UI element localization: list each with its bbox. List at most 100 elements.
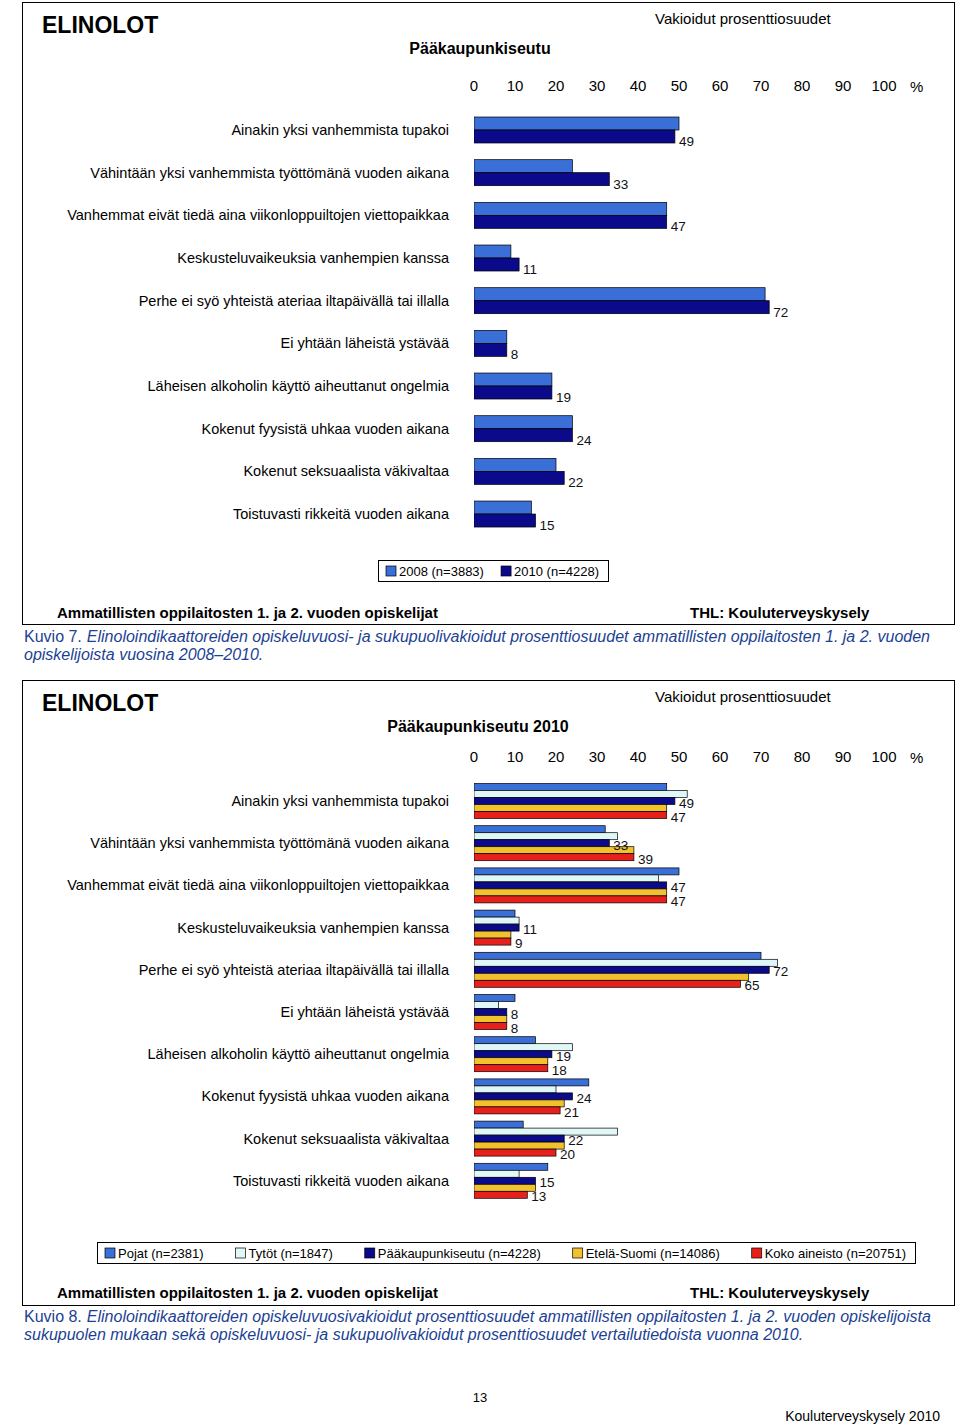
bar xyxy=(474,910,515,917)
data-label: 72 xyxy=(773,964,788,979)
data-label: 49 xyxy=(679,796,694,811)
data-labels: 4933471172819242215 xyxy=(511,134,788,533)
x-tick-label: 90 xyxy=(835,748,852,765)
bar xyxy=(474,458,556,471)
bar xyxy=(474,173,609,186)
bar xyxy=(474,1163,548,1170)
category-label: Ei yhtään läheistä ystävää xyxy=(281,1004,450,1020)
title: Pääkaupunkiseutu xyxy=(409,40,550,57)
bars xyxy=(474,784,777,1199)
legend: Pojat (n=2381)Tytöt (n=1847)Pääkaupunkis… xyxy=(98,1243,916,1264)
category-label-line: Ei yhtään läheistä ystävää xyxy=(281,335,450,351)
legend-box xyxy=(98,1243,916,1264)
bar xyxy=(474,973,749,980)
category-label: Kokenut seksuaalista väkivaltaa xyxy=(243,1131,449,1147)
legend-label: Etelä-Suomi (n=14086) xyxy=(586,1246,720,1261)
legend-swatch xyxy=(236,1248,246,1258)
bar xyxy=(474,258,519,271)
legend-label: Tytöt (n=1847) xyxy=(249,1246,333,1261)
bar xyxy=(474,1058,548,1065)
legend-swatch xyxy=(752,1248,762,1258)
category-label-line: Vähintään yksi vanhemmista työttömänä vu… xyxy=(90,165,450,181)
bar xyxy=(474,429,572,442)
category-label: Kokenut fyysistä uhkaa vuoden aikana xyxy=(202,421,450,437)
bar xyxy=(474,924,519,931)
category-label-line: Kokenut fyysistä uhkaa vuoden aikana xyxy=(202,1088,450,1104)
bar xyxy=(474,1149,556,1156)
chart-frame xyxy=(23,681,955,1306)
category-label-line: Ainakin yksi vanhemmista tupakoi xyxy=(231,793,449,809)
bar xyxy=(474,798,675,805)
legend-swatch xyxy=(501,566,511,576)
bar xyxy=(474,959,777,966)
data-label: 11 xyxy=(523,922,537,937)
chart: ELINOLOTPääkaupunkiseutu 2010Vakioidut p… xyxy=(23,681,955,1306)
category-label-line: Ei yhtään läheistä ystävää xyxy=(281,1004,450,1020)
x-tick-label: 40 xyxy=(630,748,647,765)
bar xyxy=(474,1107,560,1114)
caption: Kuvio 8.Elinoloindikaattoreiden opiskelu… xyxy=(24,1308,948,1344)
bar xyxy=(474,301,769,314)
bar xyxy=(474,1009,507,1016)
bar xyxy=(474,812,667,819)
bar xyxy=(474,1191,527,1198)
bar xyxy=(474,1100,564,1107)
data-label: 47 xyxy=(671,810,686,825)
note: Ammatillisten oppilaitosten 1. ja 2. vuo… xyxy=(57,1284,438,1301)
bar xyxy=(474,980,741,987)
data-label: 47 xyxy=(671,219,686,234)
legend-label: Pojat (n=2381) xyxy=(118,1246,204,1261)
bar xyxy=(474,1170,519,1177)
bar xyxy=(474,130,675,143)
category-label: Vähintään yksi vanhemmista työttömänä vu… xyxy=(90,165,450,181)
bar xyxy=(474,840,609,847)
data-label: 18 xyxy=(552,1063,567,1078)
category-label: Läheisen alkoholin käyttö aiheuttanut on… xyxy=(148,1046,450,1062)
bar xyxy=(474,847,634,854)
bar xyxy=(474,514,536,527)
x-tick-label: 60 xyxy=(712,748,729,765)
page: ELINOLOTPääkaupunkiseutuVakioidut prosen… xyxy=(0,0,960,1427)
bar xyxy=(474,826,605,833)
bar xyxy=(474,995,515,1002)
x-axis-label: % xyxy=(910,78,923,95)
data-label: 9 xyxy=(515,936,523,951)
data-label: 8 xyxy=(511,347,519,362)
bars xyxy=(474,117,769,527)
x-tick-label: 60 xyxy=(712,77,729,94)
category-label: Perhe ei syö yhteistä ateriaa iltapäiväl… xyxy=(139,293,450,309)
category-label-line: Toistuvasti rikkeitä vuoden aikana xyxy=(233,506,450,522)
caption-text: Elinoloindikaattoreiden opiskeluvuosivak… xyxy=(24,1308,931,1343)
bar xyxy=(474,1016,507,1023)
category-label: Ainakin yksi vanhemmista tupakoi xyxy=(231,793,449,809)
data-label: 47 xyxy=(671,880,686,895)
bar xyxy=(474,791,687,798)
category-labels: Ainakin yksi vanhemmista tupakoi Vähintää… xyxy=(67,793,450,1189)
bar xyxy=(474,931,511,938)
category-label-line: Toistuvasti rikkeitä vuoden aikana xyxy=(233,1173,450,1189)
caption-label: Kuvio 7. xyxy=(24,628,82,645)
chart: ELINOLOTPääkaupunkiseutuVakioidut prosen… xyxy=(23,3,955,625)
data-label: 24 xyxy=(576,433,592,448)
legend-swatch xyxy=(386,566,396,576)
bar xyxy=(474,1093,572,1100)
bar xyxy=(474,1086,556,1093)
heading: ELINOLOT xyxy=(42,12,158,38)
legend-swatch xyxy=(105,1248,115,1258)
legend: 2008 (n=3883)2010 (n=4228) xyxy=(379,561,609,582)
bar xyxy=(474,1079,589,1086)
category-label-line: Kokenut fyysistä uhkaa vuoden aikana xyxy=(202,421,450,437)
category-label-line: Keskusteluvaikeuksia vanhempien kanssa xyxy=(177,920,450,936)
data-label: 19 xyxy=(556,390,571,405)
data-label: 47 xyxy=(671,894,686,909)
x-tick-label: 0 xyxy=(470,748,478,765)
category-label-line: Vähintään yksi vanhemmista työttömänä vu… xyxy=(90,835,450,851)
bar xyxy=(474,1128,618,1135)
x-tick-label: 50 xyxy=(671,77,688,94)
bar xyxy=(474,938,511,945)
data-label: 8 xyxy=(511,1021,519,1036)
x-tick-label: 20 xyxy=(548,77,565,94)
bar xyxy=(474,784,667,791)
data-label: 65 xyxy=(745,978,760,993)
caption-label: Kuvio 8. xyxy=(24,1308,82,1325)
